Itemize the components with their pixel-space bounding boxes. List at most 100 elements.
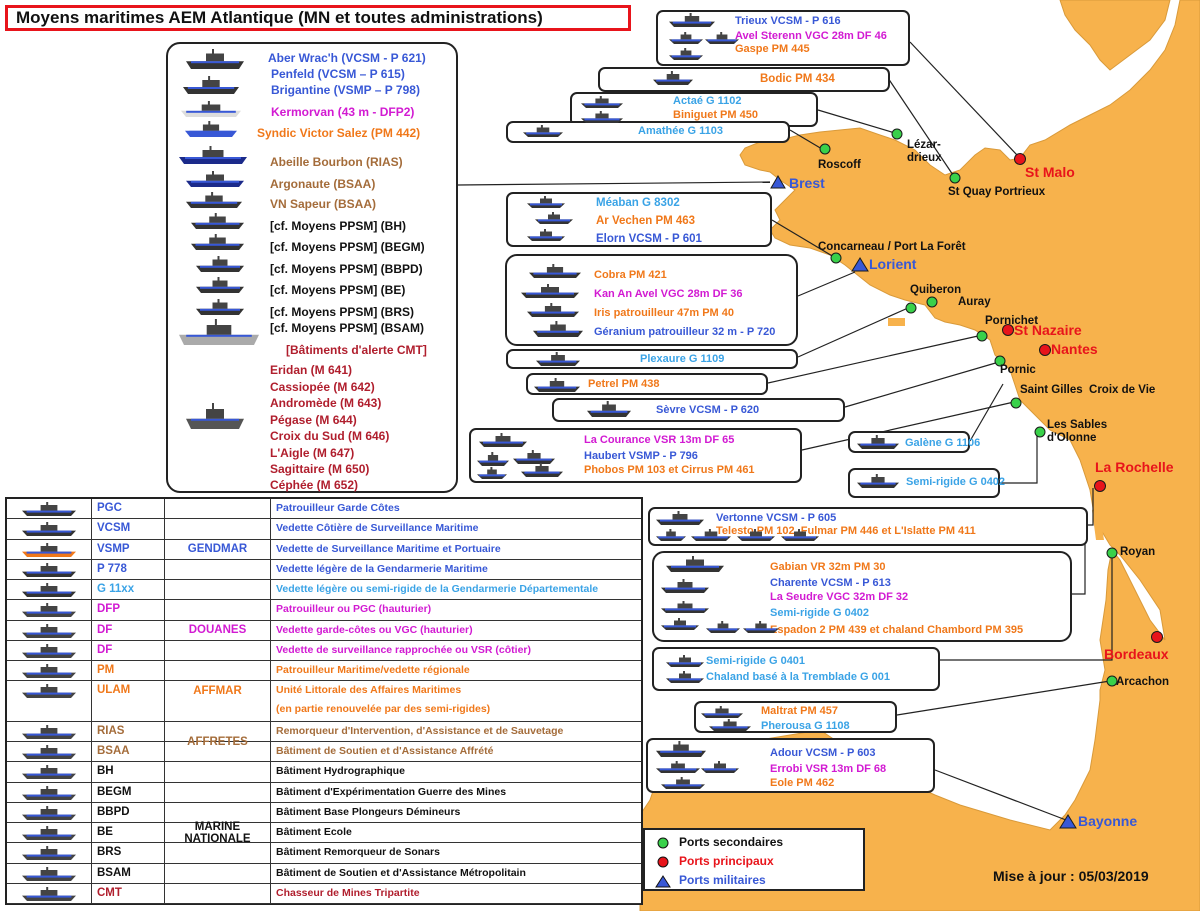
brest-panel-line: Brigantine (VSMP – P 798) [271,83,420,97]
port-dot-roscoff [819,143,831,155]
legend-code: PGC [91,499,165,519]
connector-semirigide2 [940,555,1113,661]
port-label: Les Sables d'Olonne [1047,419,1108,444]
ship-icon [22,765,76,780]
box-line-meaban: Ar Vechen PM 463 [596,215,696,227]
ship-icon [527,229,565,241]
box-line-cobra: Géranium patrouilleur 32 m - P 720 [594,326,776,338]
acronym-legend-table: PGC Patrouilleur Garde Côtes VCSM Vedette C… [5,497,643,905]
port-label: Royan [1120,546,1156,558]
ship-icon [527,196,565,208]
legend-code: CMT [91,883,165,903]
box-line-amathee: Amathée G 1103 [638,125,723,137]
legend-group: AFFMAR [165,661,271,722]
port-label: Lézar- drieux [907,139,942,164]
connector-meaban [771,219,835,258]
ship-icon [534,378,580,392]
ship-icon [656,529,686,541]
ship-icon [521,463,563,477]
legend-row: BEGM Bâtiment d'Expérimentation Guerre de… [7,782,641,803]
ship-icon [661,579,709,593]
legend-secondary-dot [657,837,669,849]
legend-row: VCSM Vedette Côtière de Surveillance Mari… [7,519,641,540]
page-title: Moyens maritimes AEM Atlantique (MN et t… [5,5,631,31]
ship-icon [669,48,703,60]
legend-row: PM Patrouilleur Maritime/vedette régional… [7,661,641,682]
port-dot-nantes [1039,344,1051,356]
box-line-plexaure: Plexaure G 1109 [640,353,725,365]
port-label: Arcachon [1116,676,1170,688]
connector-galene [969,383,1004,442]
brest-panel-line: [cf. Moyens PPSM] (BH) [270,219,407,233]
box-line-gabian: Charente VCSM - P 613 [770,577,891,589]
legend-ship-cell [7,600,92,620]
brest-panel-line: [cf. Moyens PPSM] (BSAM) [270,321,425,335]
connector-brest-panel [457,181,771,186]
ship-icon [22,866,76,881]
ship-icon [185,121,237,137]
port-label: Pornic [1000,364,1036,376]
ship-icon [701,706,743,718]
box-line-adour: Errobi VSR 13m DF 68 [770,763,887,775]
connector-petrel [767,335,979,384]
connector-vertonne [1088,488,1094,526]
land-brittany-atlantic [639,0,1200,911]
ship-icon [656,741,706,757]
legend-secondary-label: Ports secondaires [679,835,784,849]
connector-sevre [844,361,1000,408]
ship-icon [666,556,724,572]
box-bodic [598,67,890,92]
brest-panel-line: Eridan (M 641) [270,363,353,377]
legend-ship-cell [7,823,92,843]
legend-code: VCSM [91,519,165,539]
legend-code: PM [91,661,165,681]
port-label: Concarneau / Port La Forêt [818,241,966,253]
legend-desc: Patrouilleur Maritime/vedette régionale [276,664,470,676]
legend-military-label: Ports militaires [679,873,766,887]
legend-ship-cell [7,721,92,741]
legend-desc-2: (en partie renouvelée par des semi-rigid… [276,703,491,716]
box-line-courance: La Courance VSR 13m DF 65 [584,434,735,446]
ship-icon [709,719,751,731]
ship-icon [536,352,580,366]
brest-panel-line: VN Sapeur (BSAA) [270,197,377,211]
connector-maltrat [896,680,1111,716]
ship-icon [22,684,76,699]
legend-desc: Bâtiment de Soutien et d'Assistance Affr… [276,745,494,757]
ship-icon [22,583,76,597]
port-label: Quiberon [910,284,962,296]
box-line-maltrat: Maltrat PM 457 [761,705,839,717]
brest-panel-line: Céphée (M 652) [270,478,359,492]
ship-icon [857,474,899,488]
legend-code: BEGM [91,782,165,802]
ship-icon [513,450,555,464]
legend-code: DF [91,640,165,660]
brest-panel-line: [cf. Moyens PPSM] (BBPD) [270,262,423,276]
legend-row: BBPD Bâtiment Base Plongeurs Démineurs [7,802,641,823]
brest-panel-line: Croix du Sud (M 646) [270,429,390,443]
ship-icon [186,49,244,69]
ship-icon [22,562,76,577]
port-dot-concarneau [830,252,842,264]
port-type-legend: Ports secondaires Ports principaux Ports… [643,828,865,891]
legend-row: DF Vedette garde-côtes ou VGC (hauturier) [7,620,641,641]
island-oleron [1092,510,1104,540]
legend-code: BBPD [91,802,165,822]
ship-icon [186,192,242,208]
ship-icon [179,319,259,345]
ship-icon [535,212,573,224]
legend-desc: Chasseur de Mines Tripartite [276,886,420,899]
legend-desc: Vedette Côtière de Surveillance Maritime [276,522,479,535]
legend-ship-cell [7,802,92,822]
legend-code: RIAS [91,721,165,741]
port-dot-quiberon [905,302,917,314]
ship-icon [181,101,241,117]
legend-ship-cell [7,640,92,660]
legend-desc: Vedette légère ou semi-rigide de la Gend… [276,583,599,595]
legend-ship-cell [7,499,92,519]
port-label: Brest [789,175,825,191]
ship-icon [191,213,244,229]
ship-icon [529,264,581,278]
brest-panel-line: Pégase (M 644) [270,413,357,427]
legend-group: GENDMAR [165,499,271,601]
